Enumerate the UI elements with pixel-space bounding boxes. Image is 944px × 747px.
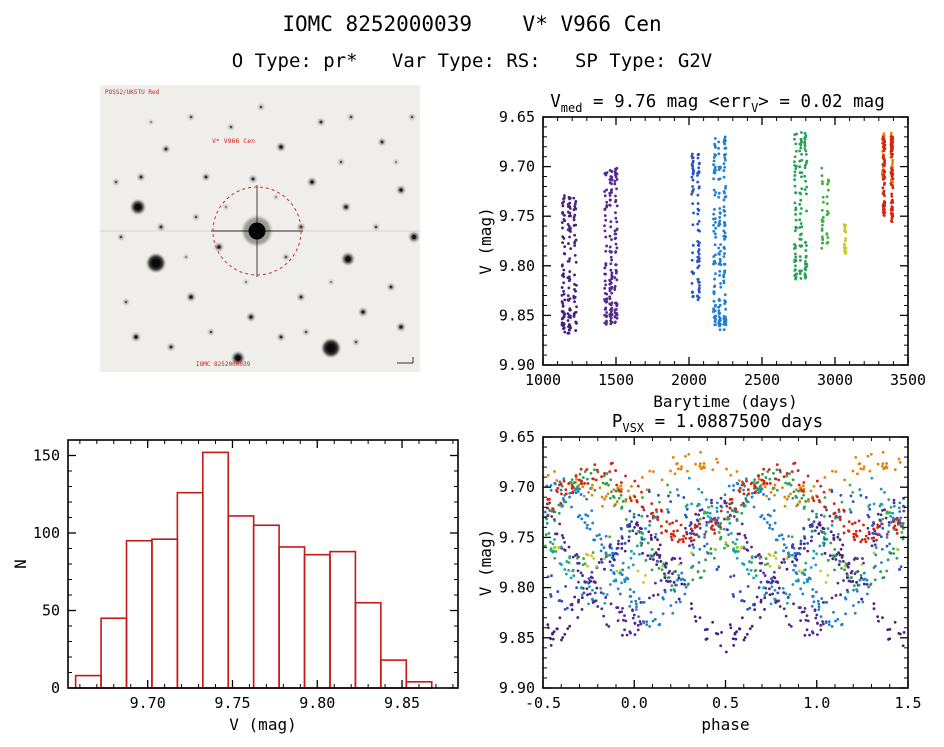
svg-text:3000: 3000 <box>817 371 853 389</box>
svg-text:Barytime (days): Barytime (days) <box>653 392 798 411</box>
svg-text:9.85: 9.85 <box>499 629 535 647</box>
svg-text:150: 150 <box>33 447 60 465</box>
svg-text:3500: 3500 <box>890 371 926 389</box>
svg-text:9.65: 9.65 <box>499 428 535 446</box>
svg-text:IOMC 8252000039: IOMC 8252000039 <box>196 361 251 368</box>
svg-text:9.70: 9.70 <box>130 694 166 712</box>
svg-text:V (mag): V (mag) <box>476 207 495 274</box>
page-title: IOMC 8252000039 V* V966 Cen <box>282 12 662 36</box>
svg-text:2000: 2000 <box>671 371 707 389</box>
svg-text:9.70: 9.70 <box>499 478 535 496</box>
finding-chart-image: POSS2/UKSTU Red V* V966 Cen IOMC 825200003… <box>100 85 420 372</box>
svg-text:9.85: 9.85 <box>499 306 535 324</box>
svg-text:1.5: 1.5 <box>894 694 921 712</box>
svg-text:1500: 1500 <box>598 371 634 389</box>
svg-text:9.80: 9.80 <box>499 257 535 275</box>
svg-text:phase: phase <box>701 715 749 734</box>
svg-text:9.90: 9.90 <box>499 679 535 697</box>
svg-text:N: N <box>11 559 30 569</box>
svg-text:50: 50 <box>42 602 60 620</box>
svg-text:9.90: 9.90 <box>499 356 535 374</box>
svg-text:2500: 2500 <box>744 371 780 389</box>
svg-text:9.80: 9.80 <box>299 694 335 712</box>
svg-text:9.65: 9.65 <box>499 108 535 126</box>
lightcurve-plot: 1000 1500 2000 2500 3000 3500 9.65 9.70 9.75 9.80… <box>476 92 926 411</box>
svg-text:100: 100 <box>33 524 60 542</box>
histogram-plot: 9.70 9.75 9.80 9.85 0 50 100 150 V (mag) N <box>11 439 459 734</box>
svg-text:9.85: 9.85 <box>384 694 420 712</box>
svg-text:V (mag): V (mag) <box>476 529 495 596</box>
svg-text:1.0: 1.0 <box>803 694 830 712</box>
svg-text:0.0: 0.0 <box>621 694 648 712</box>
svg-text:9.70: 9.70 <box>499 158 535 176</box>
svg-text:Vmed = 9.76 mag <errV> = 0.02: Vmed = 9.76 mag <errV> = 0.02 mag <box>550 92 884 115</box>
svg-text:-0.5: -0.5 <box>525 694 561 712</box>
phase-folded-plot: -0.5 0.0 0.5 1.0 1.5 9.65 9.70 9.75 9.80 9.85 9.90… <box>476 412 922 734</box>
svg-text:9.75: 9.75 <box>214 694 250 712</box>
svg-text:9.75: 9.75 <box>499 528 535 546</box>
svg-text:V* V966 Cen: V* V966 Cen <box>212 137 255 145</box>
svg-text:0: 0 <box>51 679 60 697</box>
svg-text:9.80: 9.80 <box>499 579 535 597</box>
svg-text:9.75: 9.75 <box>499 207 535 225</box>
svg-text:1000: 1000 <box>525 371 561 389</box>
svg-text:PVSX = 1.0887500 days: PVSX = 1.0887500 days <box>612 412 823 435</box>
svg-text:0.5: 0.5 <box>712 694 739 712</box>
svg-text:V (mag): V (mag) <box>229 715 296 734</box>
svg-text:POSS2/UKSTU Red: POSS2/UKSTU Red <box>105 89 160 96</box>
page-subtitle: O Type: pr* Var Type: RS: SP Type: G2V <box>231 50 713 72</box>
